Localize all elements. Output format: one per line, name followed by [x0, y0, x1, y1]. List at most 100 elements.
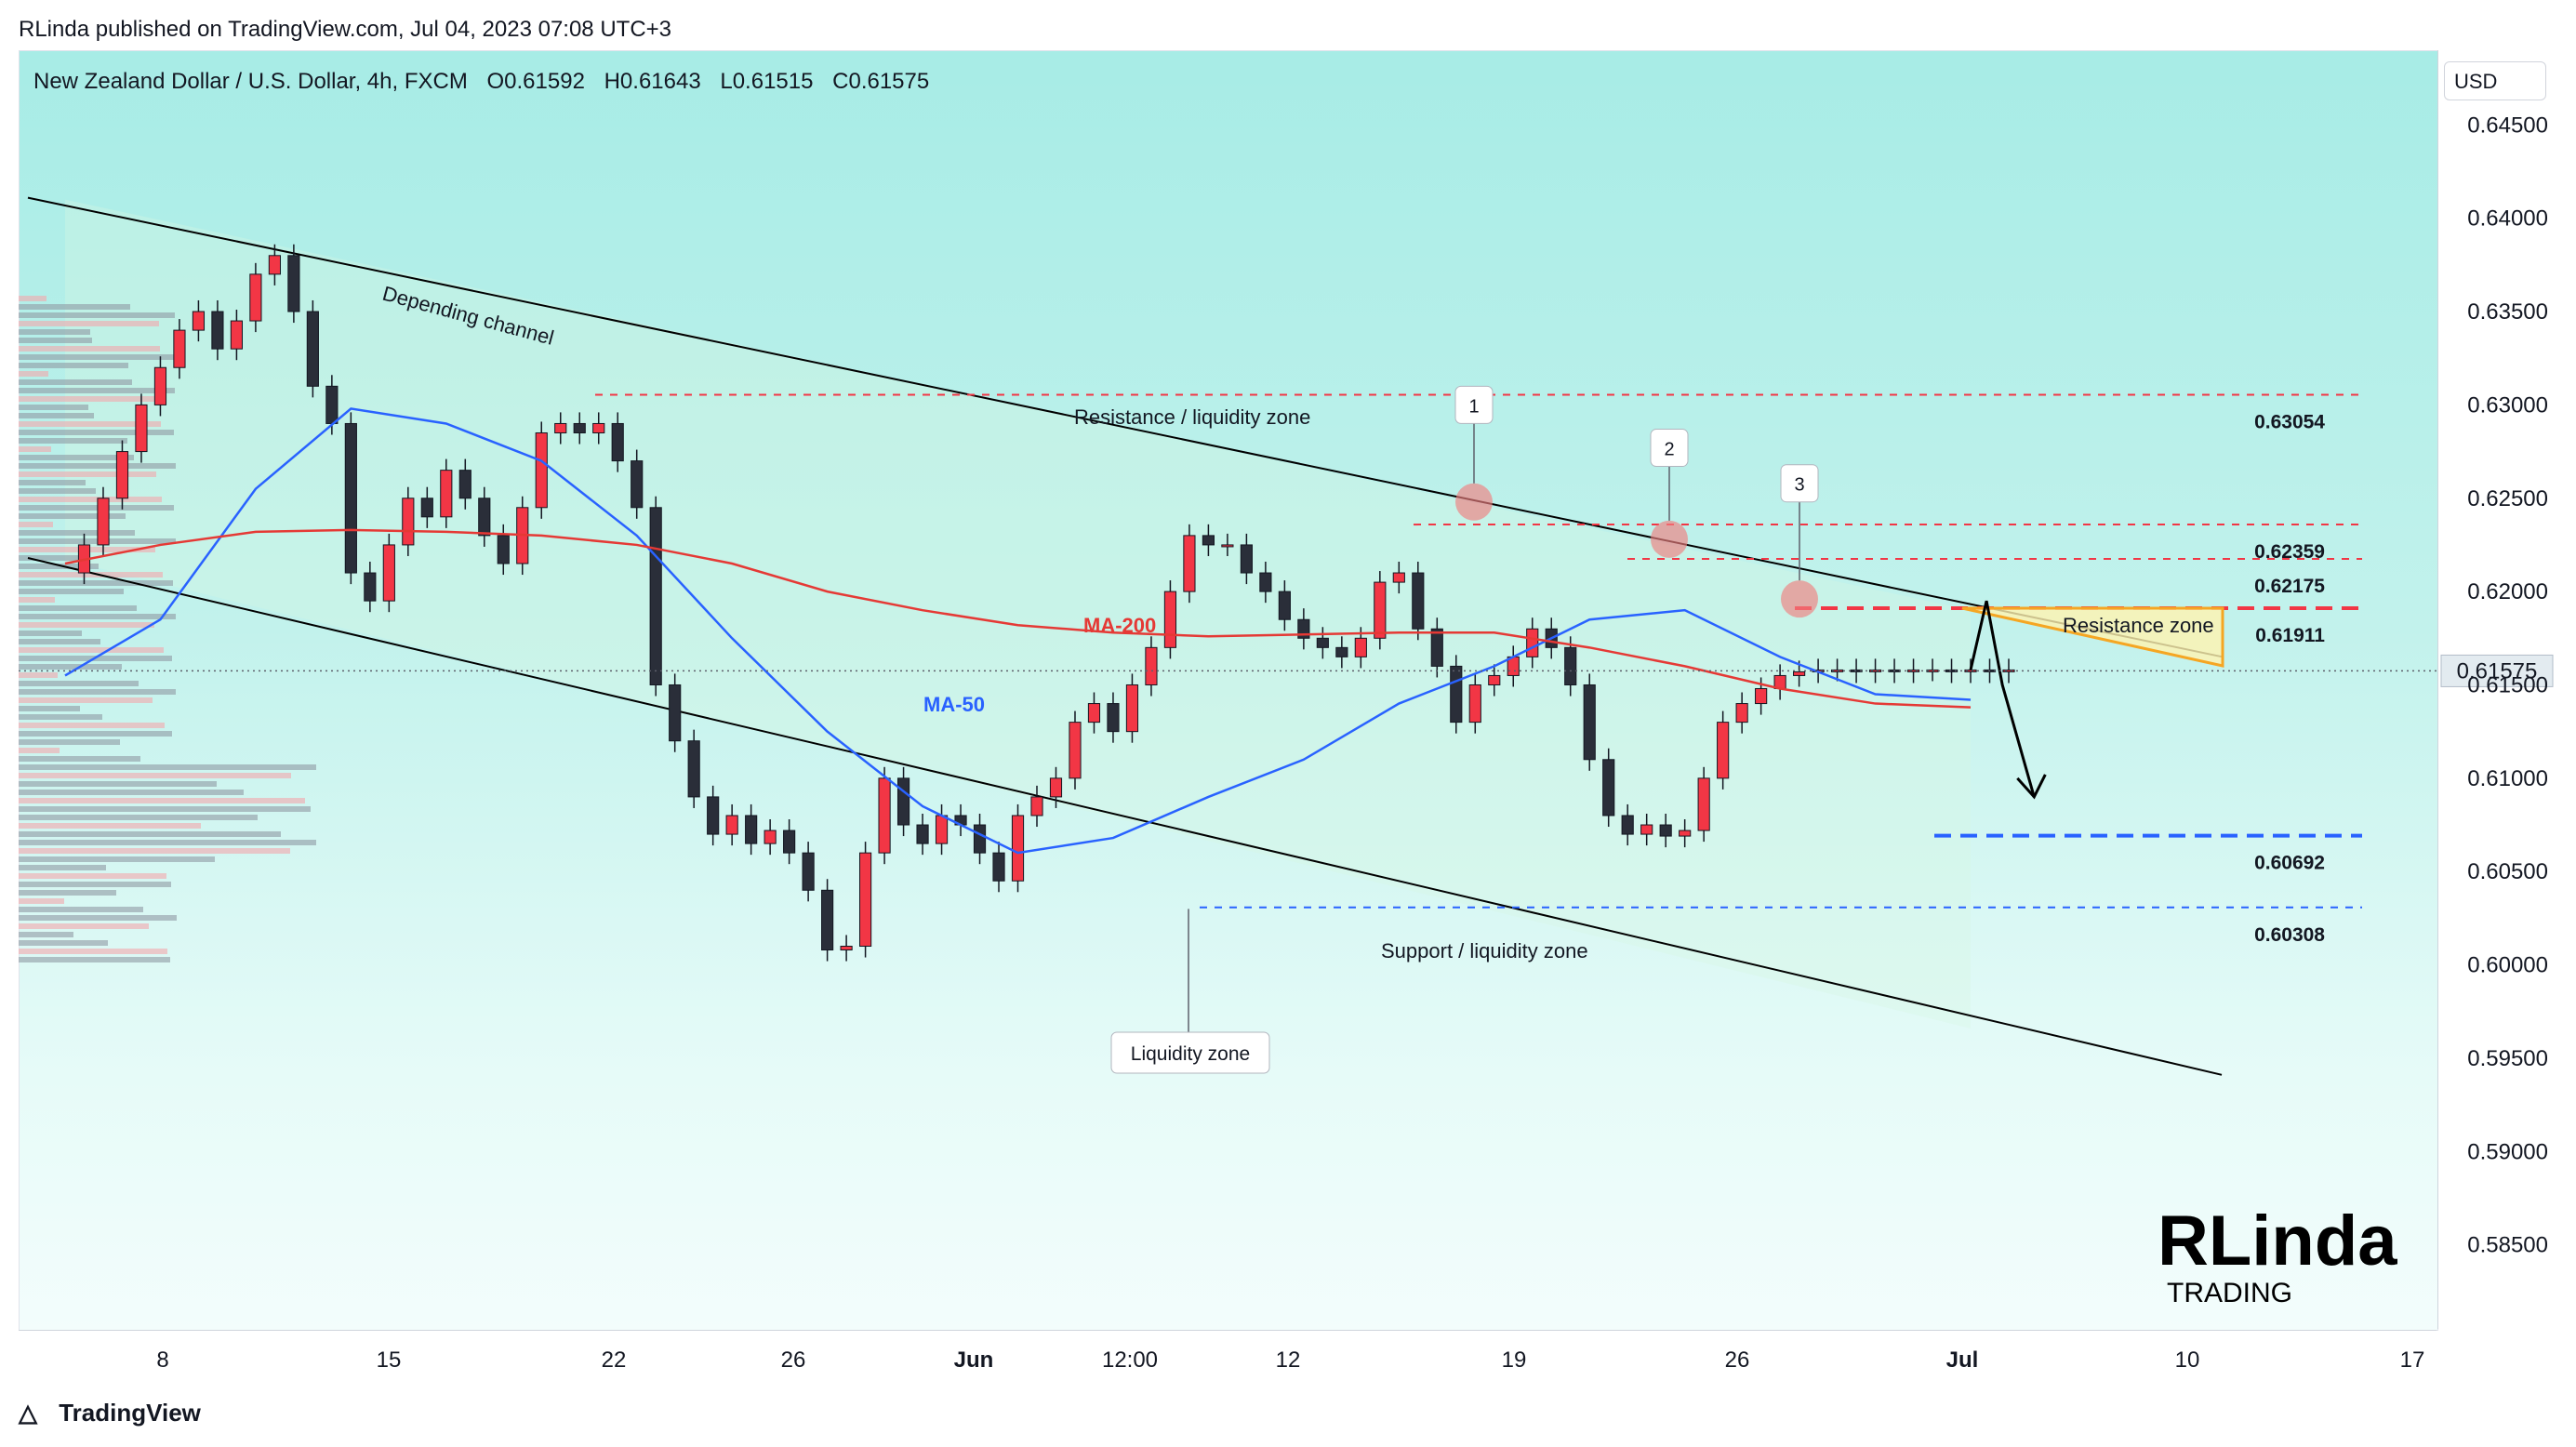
candle-body	[1755, 687, 1768, 705]
candle-body	[1430, 628, 1443, 667]
volume-profile-bar	[19, 421, 161, 427]
y-tick-label: 0.63000	[2467, 392, 2548, 418]
channel-upper-line	[27, 196, 2223, 658]
volume-profile-bar	[19, 338, 92, 343]
candle-body	[173, 329, 186, 368]
footer-brand[interactable]: △ TradingView	[19, 1399, 201, 1427]
volume-profile-bar	[19, 312, 175, 318]
candle-body	[420, 498, 433, 518]
volume-profile-bar	[19, 647, 164, 653]
volume-profile-bar	[19, 714, 102, 720]
candle-body	[592, 422, 605, 433]
projection-arrow-icon	[2016, 774, 2047, 800]
price-axis[interactable]	[2437, 50, 2557, 1329]
candle-body	[669, 684, 682, 742]
volume-profile-bar	[19, 723, 165, 728]
candle-body	[1717, 722, 1730, 779]
candle-body	[1793, 670, 1806, 676]
volume-profile-bar	[19, 522, 53, 527]
touch-marker-2	[1651, 520, 1688, 558]
volume-profile-bar	[19, 739, 120, 745]
liquidity-zone-label: Liquidity zone	[1131, 1043, 1250, 1065]
current-price-tag: 0.61575	[2457, 658, 2538, 684]
candle-body	[935, 815, 949, 844]
y-tick-label: 0.62500	[2467, 486, 2548, 511]
volume-profile-bar	[19, 497, 162, 502]
volume-profile-bar	[19, 664, 122, 670]
volume-profile-bar	[19, 589, 124, 594]
candle-body	[1392, 572, 1405, 583]
volume-profile-bar	[19, 371, 48, 377]
volume-profile-bar	[19, 848, 290, 854]
volume-profile-bar	[19, 949, 167, 954]
candle-body	[306, 311, 319, 387]
x-tick-label: Jun	[954, 1347, 994, 1373]
volume-profile-bar	[19, 580, 173, 586]
volume-profile-bar	[19, 438, 127, 444]
touch-marker-1	[1455, 483, 1493, 521]
candle-body	[364, 572, 377, 602]
publish-line: RLinda published on TradingView.com, Jul…	[19, 17, 672, 42]
volume-profile-bar	[19, 697, 153, 703]
candle-body	[878, 777, 891, 854]
volume-profile-bar	[19, 396, 158, 402]
candle-body	[1468, 684, 1481, 724]
ohlc-open: O0.61592	[486, 69, 585, 94]
candle-body	[611, 422, 624, 462]
candle-body	[783, 830, 796, 854]
volume-profile-bar	[19, 304, 130, 310]
level-label-0.62175: 0.62175	[2254, 576, 2325, 597]
resistance-liquidity-label: Resistance / liquidity zone	[1074, 405, 1310, 429]
resistance-zone-shape	[1961, 606, 2224, 668]
volume-profile-bar	[19, 672, 58, 678]
candle-body	[687, 740, 700, 798]
watermark-logo: RLinda	[2158, 1201, 2397, 1281]
candle-body	[764, 830, 777, 844]
candle-body	[916, 824, 929, 844]
candle-body	[1163, 591, 1177, 648]
volume-profile-bar	[19, 639, 100, 644]
candle-body	[458, 470, 471, 499]
x-tick-label: 12:00	[1102, 1347, 1158, 1373]
candle-body	[535, 431, 548, 509]
volume-profile-bar	[19, 748, 60, 753]
volume-profile-bar	[19, 815, 258, 820]
candle-body	[1335, 646, 1348, 657]
touch-marker-box	[1650, 429, 1689, 468]
candle-body	[97, 498, 110, 546]
y-tick-label: 0.60500	[2467, 859, 2548, 884]
candle-body	[1659, 824, 1672, 837]
volume-profile-bar	[19, 505, 174, 511]
x-tick-label: Jul	[1946, 1347, 1979, 1373]
volume-profile-bar	[19, 388, 175, 393]
volume-profile-bar	[19, 564, 99, 569]
x-tick-label: 15	[377, 1347, 402, 1373]
volume-profile-bar	[19, 907, 143, 912]
candle-body	[1697, 777, 1710, 831]
volume-profile-bar	[19, 873, 166, 879]
candle-body	[1450, 665, 1463, 724]
volume-profile-bar	[19, 756, 140, 762]
y-tick-label: 0.61000	[2467, 766, 2548, 791]
candle-body	[840, 946, 853, 951]
volume-profile-bar	[19, 321, 159, 326]
candle-body	[1240, 544, 1253, 574]
time-axis[interactable]	[19, 1330, 2437, 1383]
candle-body	[1259, 572, 1272, 592]
candle-body	[211, 311, 224, 350]
candle-body	[1868, 669, 1882, 672]
level-label-0.61911: 0.61911	[2255, 625, 2325, 646]
candle-body	[192, 311, 206, 331]
ohlc-high: H0.61643	[604, 69, 701, 94]
currency-button[interactable]: USD	[2444, 61, 2546, 100]
candle-body	[554, 422, 567, 433]
ohlc-close: C0.61575	[832, 69, 930, 94]
candle-body	[135, 404, 148, 453]
y-tick-label: 0.61500	[2467, 672, 2548, 697]
candle-body	[992, 852, 1005, 882]
channel-fill	[65, 199, 1972, 1029]
footer-brand-label: TradingView	[59, 1399, 201, 1427]
chart-pane[interactable]	[19, 50, 2438, 1331]
volume-profile-bar	[19, 681, 139, 686]
volume-profile-bar	[19, 614, 176, 619]
